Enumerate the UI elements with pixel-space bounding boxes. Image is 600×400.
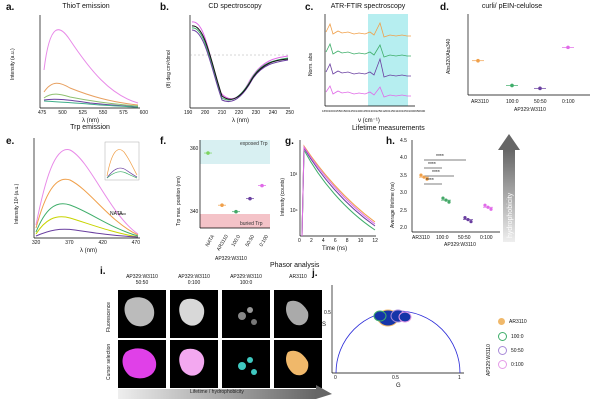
micro-cursor-100-0 [222,340,270,388]
legend-item: 50:50 [498,346,524,355]
panel-b-xticks: 190 200 210 220 230 240 250 [184,110,294,116]
panel-c-letter: c. [305,2,314,13]
panel-i-col-0: AP329:W3110 50:50 [126,274,158,286]
panel-g-ytick-0: 10³ [290,172,298,178]
panel-c-chart [324,14,415,107]
panel-j-xtick-2: 1 [458,375,461,381]
data-point [463,216,467,220]
micro-cursor-50-50 [118,340,166,388]
panel-b-letter: b. [160,2,169,13]
panel-f-ytick-0: 360 [190,146,199,152]
panel-i-col-2: AP329:W3110 100:0 [230,274,262,286]
data-point [483,203,487,207]
micro-fluor-0-100 [170,290,218,338]
data-point [489,207,493,211]
panel-a-xticks: 475 500 525 550 575 600 [38,110,148,116]
panel-h-xtick-0: AR3110 [412,235,430,241]
panel-h-xtick-3: 0:100 [480,235,493,241]
panel-g-xticks: 0 2 4 6 8 10 12 [298,238,378,244]
panel-j-xlabel: G [396,383,401,389]
panel-d-xgroup: AP329:W3110 [514,107,546,113]
micro-fluor-100-0 [222,290,270,338]
hydrophobicity-arrow [498,134,520,242]
panel-h-xgroup: AP329:W3110 [444,242,476,248]
lifetime-arrow [118,385,332,399]
data-point [419,173,423,177]
panel-d-xtick-2: 50:50 [534,99,547,105]
panel-e-xticks: 320 370 420 470 [32,240,140,246]
panel-j-ylabel: S [322,322,327,328]
panel-a-title: ThioT emission [62,3,110,10]
panel-c-xticks: 1650 1600 1550 1500 1450 1400 1350 1300 1250 1200… [322,109,426,113]
panel-f-xgroup: AP329:W3110 [215,256,247,262]
panel-d-xtick-3: 0:100 [562,99,575,105]
panel-a-letter: a. [6,2,15,13]
data-point [425,177,429,181]
panel-j-xtick-1: 0.5 [392,375,399,381]
panel-j-ytick: 0.5 [324,310,331,316]
panel-g-ytick-1: 10⁴ [290,208,298,214]
panel-h-xtick-2: 50:50 [458,235,471,241]
panel-i-letter: i. [100,266,106,277]
panel-e-legend: NATA [110,211,123,217]
panel-b-title: CD spectroscopy [208,3,262,10]
panel-e-title: Trp emission [70,124,110,131]
panel-h-chart [411,140,500,233]
panel-d-chart [467,14,590,96]
data-point [447,200,451,204]
data-point [441,196,445,200]
panel-i-col-3: AR3110 [289,274,307,280]
panel-d-letter: d. [440,2,449,13]
micro-fluor-ar3110 [274,290,322,338]
panel-i-arrow-label: Lifetime / hydrophobicity [190,389,244,395]
data-point [469,220,473,224]
panel-b-chart [189,15,290,109]
panel-j-xtick-0: 0 [334,375,337,381]
panel-h-sig-2: **** [432,170,440,176]
panel-f-chart [199,140,270,229]
micro-fluor-50-50 [118,290,166,338]
lifetime-header: Lifetime measurements [352,125,425,132]
panel-h-sig-0: **** [436,154,444,160]
panel-g-xlabel: Time (ns) [322,246,348,252]
panel-c-xlabel: ν (cm⁻¹) [358,118,380,124]
legend-item: 0:100 [498,360,524,369]
panel-f-letter: f. [160,136,167,147]
panel-f-ytick-1: 340 [190,209,199,215]
legend-item: 100:0 [498,332,524,341]
panel-j-letter: j. [312,268,318,279]
panel-g-letter: g. [285,136,294,147]
panel-f-exposed: exposed Trp [240,141,268,147]
panel-h-sig-3: **** [426,178,434,184]
panel-i-col-1: AP329:W3110 0:100 [178,274,210,286]
panel-h-yticks: 4.5 4.0 3.5 3.0 2.5 2.0 [400,138,407,231]
panel-g-chart [299,140,376,237]
panel-f-buried: buried Trp [240,221,263,227]
panel-b-xlabel: λ (nm) [232,118,249,124]
panel-d-xtick-0: AR3110 [471,99,489,105]
panel-e-chart [33,138,140,239]
panel-d-xtick-1: 100:0 [506,99,519,105]
panel-h-letter: h. [386,136,395,147]
panel-c-title: ATR-FTIR spectroscopy [330,3,406,10]
panel-d-title: curli/ pEIN-celulose [481,3,543,10]
micro-cursor-0-100 [170,340,218,388]
panel-e-xlabel: λ (nm) [80,248,97,254]
panel-h-xtick-1: 100:0 [436,235,449,241]
panel-j-legend-group: AP329:W3110 [486,344,492,376]
panel-a-chart [39,15,140,109]
legend-item: AR3110 [498,318,527,325]
phasor-header: Phasor analysis [270,262,320,269]
panel-h-sig-1: **** [428,162,436,168]
panel-e-letter: e. [6,136,15,147]
panel-j-legend: AP329:W3110 AR3110 100:0 50:50 0:100 [480,318,590,378]
micro-cursor-ar3110 [274,340,322,388]
panel-a-xlabel: λ (nm) [82,118,99,124]
